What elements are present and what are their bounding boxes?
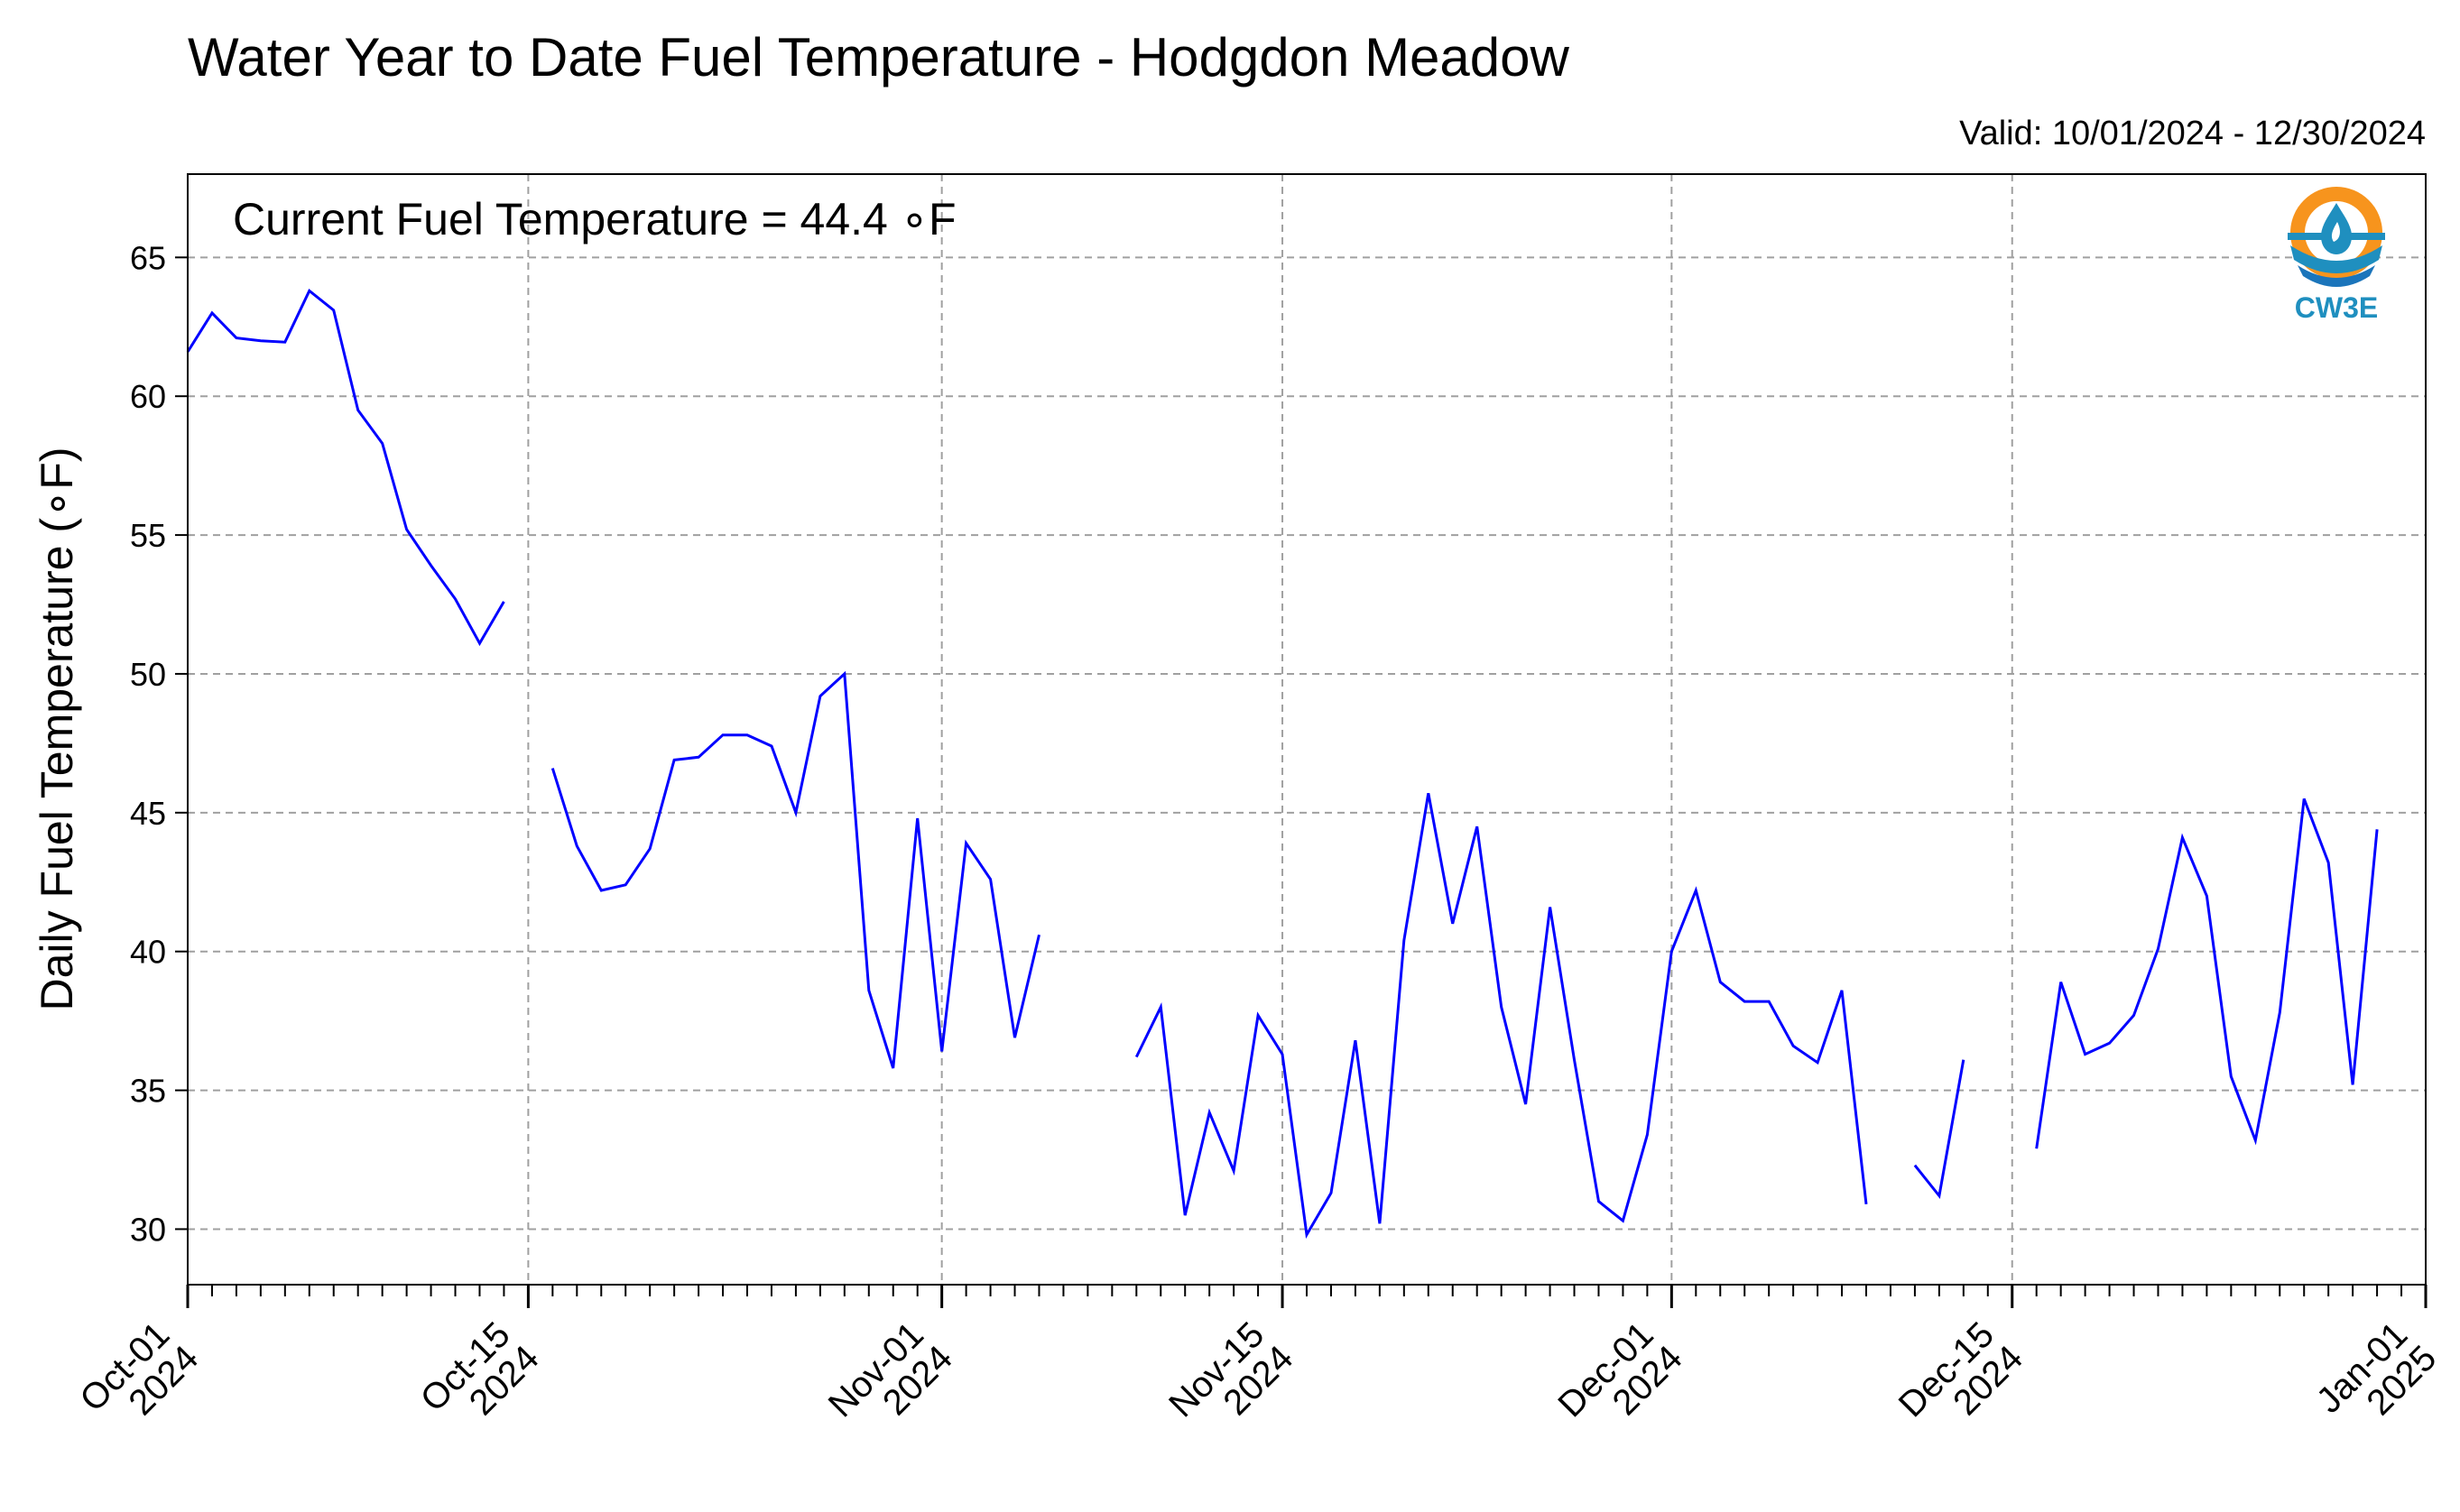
y-axis: 30 35 40 45 50 55 60 65: [130, 239, 188, 1248]
y-tick-label: 45: [130, 795, 166, 832]
water-drop-logo-icon: [2288, 187, 2385, 287]
chart-title: Water Year to Date Fuel Temperature - Ho…: [188, 27, 1570, 88]
y-tick-label: 50: [130, 656, 166, 693]
fuel-temperature-line-segment: [1913, 1059, 1965, 1200]
y-tick-label: 40: [130, 934, 166, 971]
chart-subtitle: Valid: 10/01/2024 - 12/30/2024: [1959, 115, 2426, 152]
y-tick-label: 60: [130, 378, 166, 415]
y-tick-label: 65: [130, 239, 166, 276]
y-tick-label: 55: [130, 517, 166, 554]
fuel-temperature-line-segment: [1134, 793, 1868, 1240]
plot-frame: [187, 173, 2427, 1286]
fuel-temperature-line-segment: [186, 288, 505, 647]
y-tick-label: 30: [130, 1211, 166, 1248]
logo-text: CW3E: [2295, 291, 2378, 324]
y-tick-label: 35: [130, 1073, 166, 1110]
fuel-temperature-line-segment: [550, 670, 1040, 1069]
cw3e-logo: CW3E: [2288, 187, 2385, 324]
y-axis-label: Daily Fuel Temperature (∘F): [32, 447, 82, 1011]
fuel-temperature-line-segment: [2035, 797, 2379, 1149]
grid-lines: [187, 174, 2427, 1285]
current-fuel-temperature-annotation: Current Fuel Temperature = 44.4 ∘F: [233, 194, 957, 244]
series-layer: [186, 288, 2379, 1240]
